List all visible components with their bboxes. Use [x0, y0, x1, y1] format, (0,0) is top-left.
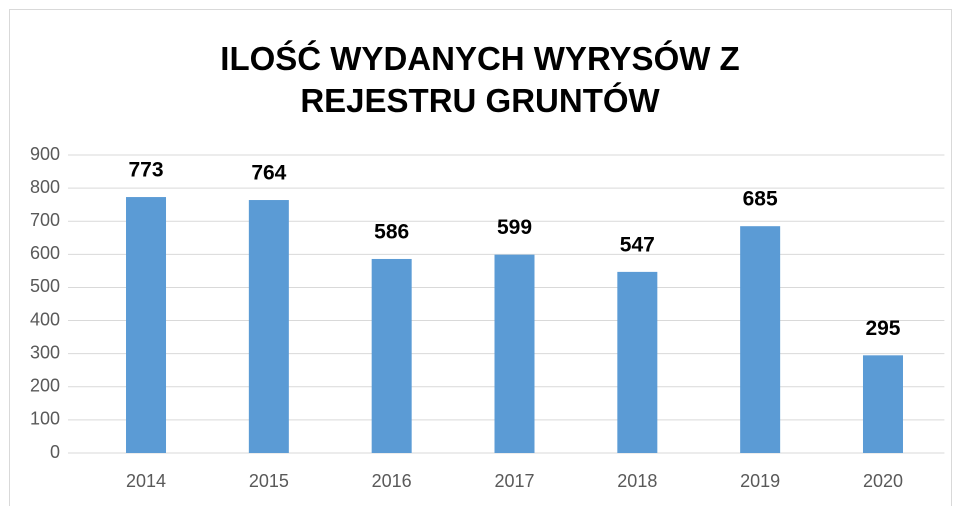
bar	[617, 271, 658, 453]
data-label: 586	[374, 221, 409, 244]
x-tick-label: 2020	[863, 471, 903, 491]
data-label: 685	[743, 188, 778, 211]
data-label: 599	[497, 216, 532, 239]
x-tick-label: 2017	[494, 471, 534, 491]
x-tick-label: 2018	[617, 471, 657, 491]
y-tick-label: 200	[30, 376, 60, 396]
y-tick-label: 400	[30, 309, 60, 329]
y-tick-label: 0	[50, 442, 60, 462]
bar	[740, 226, 781, 453]
x-tick-label: 2016	[372, 471, 412, 491]
bar	[862, 355, 903, 453]
y-tick-label: 100	[30, 409, 60, 429]
y-tick-label: 800	[30, 177, 60, 197]
bar	[126, 197, 167, 453]
bar	[248, 200, 289, 453]
y-tick-label: 600	[30, 243, 60, 263]
chart-title: ILOŚĆ WYDANYCH WYRYSÓW Z REJESTRU GRUNTÓ…	[220, 40, 740, 119]
data-label: 764	[251, 162, 286, 185]
data-label: 773	[128, 159, 163, 182]
x-tick-label: 2019	[740, 471, 780, 491]
x-tick-label: 2014	[126, 471, 166, 491]
data-label: 295	[865, 317, 900, 340]
x-tick-label: 2015	[249, 471, 289, 491]
data-label: 547	[620, 233, 655, 256]
bar	[371, 258, 412, 453]
y-tick-label: 500	[30, 276, 60, 296]
chart-border	[9, 9, 952, 506]
bar	[494, 254, 535, 453]
y-tick-label: 900	[30, 144, 60, 164]
y-tick-label: 700	[30, 210, 60, 230]
y-tick-label: 300	[30, 342, 60, 362]
